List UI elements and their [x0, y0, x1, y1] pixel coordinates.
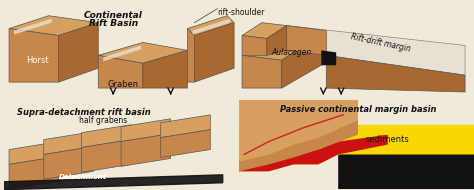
Polygon shape — [44, 146, 93, 179]
Polygon shape — [239, 120, 358, 171]
Polygon shape — [121, 134, 171, 166]
Polygon shape — [326, 55, 465, 92]
Text: Horst: Horst — [26, 56, 48, 65]
Polygon shape — [161, 115, 210, 138]
Polygon shape — [239, 125, 474, 171]
FancyBboxPatch shape — [4, 100, 239, 189]
Polygon shape — [9, 157, 59, 189]
Polygon shape — [239, 100, 358, 162]
Polygon shape — [9, 16, 98, 36]
Polygon shape — [242, 23, 287, 39]
Polygon shape — [242, 26, 326, 60]
Polygon shape — [282, 31, 326, 88]
Polygon shape — [82, 125, 131, 148]
Text: rift-shoulder: rift-shoulder — [217, 8, 264, 17]
Polygon shape — [59, 23, 98, 82]
Polygon shape — [267, 26, 287, 55]
Polygon shape — [242, 55, 282, 88]
Text: Continental: Continental — [84, 11, 143, 20]
Polygon shape — [194, 23, 234, 82]
Polygon shape — [161, 130, 210, 158]
Text: Aulacogen: Aulacogen — [272, 48, 312, 57]
Text: Detachment: Detachment — [59, 174, 108, 180]
Polygon shape — [82, 140, 131, 172]
Polygon shape — [143, 50, 188, 88]
Polygon shape — [103, 45, 141, 61]
Polygon shape — [14, 19, 52, 35]
Polygon shape — [98, 55, 143, 88]
Text: Supra-detachment rift basin: Supra-detachment rift basin — [17, 108, 150, 117]
Polygon shape — [44, 132, 93, 154]
Text: Rift Basin: Rift Basin — [89, 19, 138, 28]
Polygon shape — [121, 119, 171, 142]
Text: Graben: Graben — [108, 80, 138, 89]
Polygon shape — [287, 26, 465, 75]
Polygon shape — [188, 16, 234, 36]
Polygon shape — [188, 28, 194, 82]
Text: Rift-drift margin: Rift-drift margin — [350, 32, 411, 53]
Polygon shape — [239, 135, 388, 171]
Polygon shape — [9, 28, 59, 82]
Polygon shape — [321, 50, 336, 65]
Text: sediments: sediments — [366, 135, 410, 144]
Polygon shape — [9, 142, 59, 164]
Polygon shape — [192, 19, 230, 35]
Polygon shape — [242, 36, 267, 55]
Polygon shape — [287, 26, 326, 55]
Text: Passive continental margin basin: Passive continental margin basin — [280, 105, 436, 114]
Polygon shape — [338, 130, 474, 189]
Polygon shape — [98, 42, 188, 63]
Text: half grabens: half grabens — [79, 116, 128, 125]
